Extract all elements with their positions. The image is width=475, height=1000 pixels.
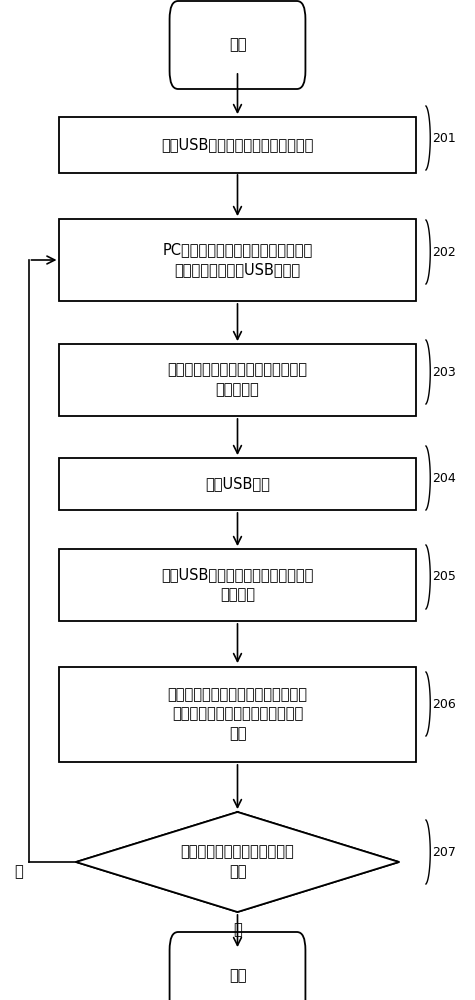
Text: 通过USB查询被测终端内本次业务的
执行结果: 通过USB查询被测终端内本次业务的 执行结果 <box>162 568 314 602</box>
Text: 206: 206 <box>432 698 456 710</box>
FancyBboxPatch shape <box>170 1 305 89</box>
Text: 通过USB将主机与被测终端连接起来: 通过USB将主机与被测终端连接起来 <box>162 137 314 152</box>
Text: 203: 203 <box>432 365 456 378</box>
Text: 201: 201 <box>432 131 456 144</box>
Text: 204: 204 <box>432 472 456 485</box>
Text: 是: 是 <box>233 922 242 938</box>
Text: 根据电源功耗数据和本次业务的执行
结果，获取本次业务的功耗测试结
果。: 根据电源功耗数据和本次业务的执行 结果，获取本次业务的功耗测试结 果。 <box>168 687 307 741</box>
FancyBboxPatch shape <box>59 117 416 172</box>
FancyBboxPatch shape <box>59 344 416 416</box>
Text: 205: 205 <box>432 570 456 584</box>
FancyBboxPatch shape <box>59 458 416 510</box>
Text: 否: 否 <box>15 864 23 880</box>
Text: 判断本次业务是否为最后一个
业务: 判断本次业务是否为最后一个 业务 <box>180 845 294 879</box>
Text: 207: 207 <box>432 846 456 858</box>
FancyBboxPatch shape <box>59 219 416 301</box>
Text: 恢复USB供电: 恢复USB供电 <box>205 477 270 491</box>
Polygon shape <box>76 812 399 912</box>
Text: 202: 202 <box>432 245 456 258</box>
Text: 开始: 开始 <box>229 37 246 52</box>
Text: 结束: 结束 <box>229 968 246 984</box>
FancyBboxPatch shape <box>170 932 305 1000</box>
FancyBboxPatch shape <box>59 549 416 621</box>
FancyBboxPatch shape <box>59 666 416 762</box>
Text: PC软件控制终端自动化测试程序开始
执行业务，并断开USB供电线: PC软件控制终端自动化测试程序开始 执行业务，并断开USB供电线 <box>162 243 313 277</box>
Text: 等待预设时长后，获取被测终端的电
源功耗数据: 等待预设时长后，获取被测终端的电 源功耗数据 <box>168 363 307 397</box>
